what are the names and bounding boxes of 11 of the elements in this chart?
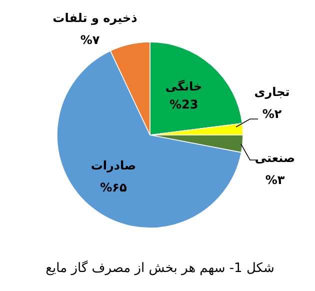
slice-label: تجاری (254, 85, 290, 99)
slice-label: ذخیره و تلفات (52, 11, 138, 25)
data-label: %23 (169, 98, 198, 112)
data-label: %۲ (262, 107, 282, 121)
slice-label: خانگی (165, 80, 202, 94)
text: شکل 1- سهم هر بخش از مصرف گاز مایع (46, 260, 274, 276)
data-label: %۶۵ (100, 180, 127, 195)
data-label: %۳ (265, 173, 286, 187)
data-label: %۷ (80, 33, 100, 47)
slice-label: صنعتی (254, 151, 296, 165)
slice-label: صادرات (90, 158, 136, 173)
